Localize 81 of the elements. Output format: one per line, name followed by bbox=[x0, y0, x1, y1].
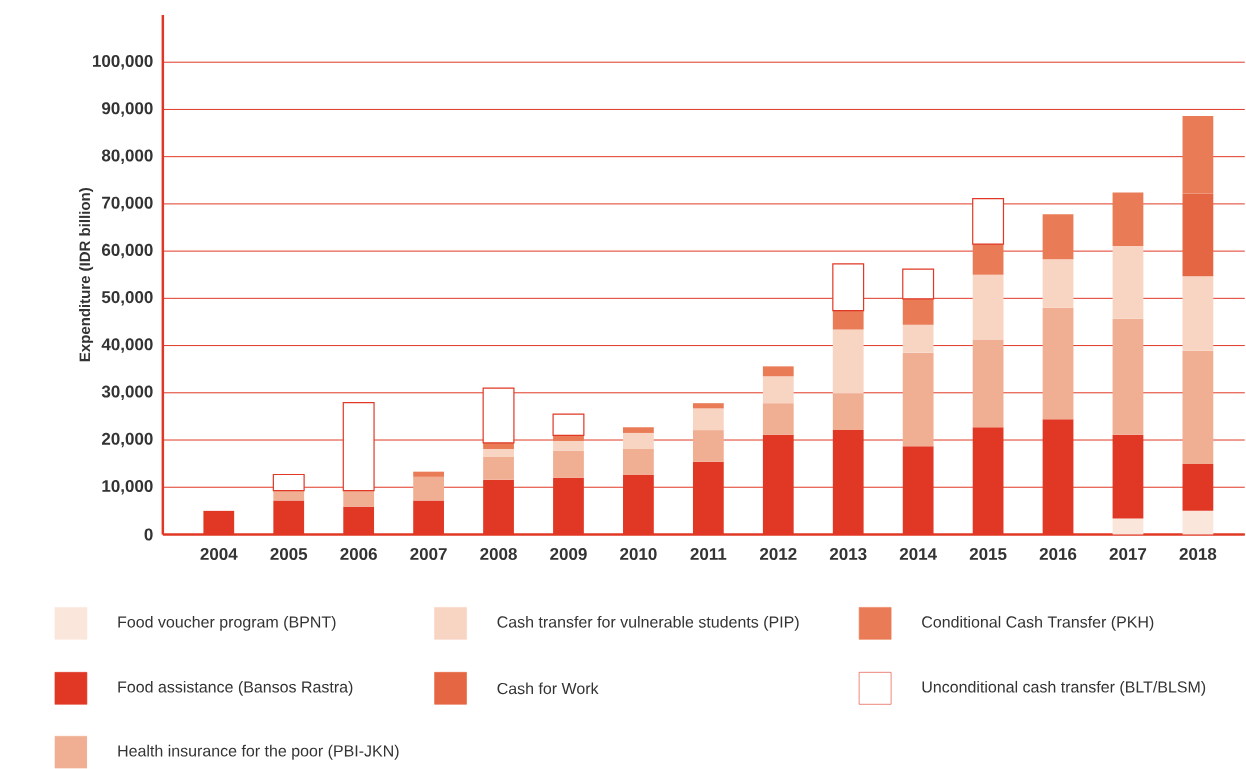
y-tick-label: 80,000 bbox=[101, 149, 153, 165]
bar bbox=[832, 263, 865, 312]
bar bbox=[762, 366, 794, 377]
bar bbox=[832, 393, 864, 431]
bar bbox=[692, 403, 724, 409]
y-tick-label: 0 bbox=[144, 528, 153, 541]
bar bbox=[623, 427, 654, 434]
bar bbox=[552, 413, 585, 437]
bar bbox=[972, 274, 1004, 340]
bar bbox=[902, 268, 935, 300]
legend-label: Food assistance (Bansos Rastra) bbox=[118, 681, 353, 696]
x-tick-label: 2018 bbox=[1179, 548, 1217, 561]
bar bbox=[483, 449, 514, 458]
x-tick-label: 2006 bbox=[340, 548, 377, 561]
bar bbox=[413, 471, 444, 478]
x-tick-label: 2012 bbox=[759, 548, 797, 561]
legend-label: Health insurance for the poor (PBI-JKN) bbox=[118, 745, 399, 760]
bar bbox=[1182, 511, 1214, 535]
y-tick-label: 70,000 bbox=[102, 196, 153, 212]
bar bbox=[1112, 518, 1144, 535]
x-tick-label: 2010 bbox=[620, 548, 657, 561]
legend-label: Unconditional cash transfer (BLT/BLSM) bbox=[922, 681, 1206, 696]
x-tick-label: 2013 bbox=[829, 548, 867, 561]
bar bbox=[1182, 276, 1214, 351]
bar bbox=[1182, 464, 1214, 512]
bar bbox=[1112, 435, 1144, 519]
legend-label: Conditional Cash Transfer (PKH) bbox=[922, 616, 1154, 632]
x-tick-label: 2016 bbox=[1039, 548, 1077, 561]
bar bbox=[1042, 259, 1074, 309]
bar bbox=[832, 310, 864, 330]
x-tick-label: 2005 bbox=[270, 548, 308, 561]
bar bbox=[902, 352, 934, 447]
bar bbox=[692, 408, 724, 431]
legend-label: Cash for Work bbox=[497, 682, 599, 695]
y-tick-label: 40,000 bbox=[101, 338, 153, 354]
bar bbox=[1182, 351, 1214, 465]
legend-label: Food voucher program (BPNT) bbox=[118, 616, 336, 632]
y-tick-label: 60,000 bbox=[102, 244, 153, 259]
bar bbox=[623, 433, 654, 450]
bar bbox=[623, 449, 654, 476]
bar bbox=[413, 477, 444, 501]
y-tick-label: 10,000 bbox=[102, 480, 153, 495]
bar bbox=[902, 299, 934, 326]
bar bbox=[832, 329, 864, 394]
bar bbox=[972, 198, 1005, 245]
bar bbox=[483, 457, 514, 480]
bar bbox=[1042, 214, 1074, 260]
y-axis-title: Expenditure (IDR billion) bbox=[79, 188, 94, 362]
x-tick-label: 2014 bbox=[899, 548, 937, 561]
bar bbox=[342, 402, 375, 492]
bar bbox=[273, 490, 305, 501]
y-tick-label: 100,000 bbox=[93, 55, 153, 70]
bar bbox=[553, 441, 584, 452]
y-tick-label: 50,000 bbox=[101, 291, 153, 306]
bar bbox=[1182, 116, 1214, 194]
x-tick-label: 2007 bbox=[410, 548, 447, 561]
bar bbox=[762, 376, 794, 404]
bar bbox=[762, 403, 794, 436]
y-tick-label: 20,000 bbox=[101, 433, 153, 448]
bar bbox=[343, 490, 375, 507]
x-tick-label: 2015 bbox=[969, 548, 1007, 561]
bar bbox=[1112, 318, 1144, 436]
x-tick-label: 2004 bbox=[200, 548, 238, 561]
x-tick-label: 2009 bbox=[550, 548, 587, 561]
bar bbox=[902, 325, 934, 353]
y-tick-label: 30,000 bbox=[101, 385, 153, 401]
bar bbox=[692, 430, 724, 462]
bar bbox=[972, 339, 1004, 428]
bar bbox=[1042, 308, 1074, 420]
bar bbox=[1182, 193, 1214, 277]
bar bbox=[272, 474, 305, 492]
x-tick-label: 2008 bbox=[480, 548, 517, 561]
y-tick-label: 90,000 bbox=[101, 102, 153, 117]
bar bbox=[1112, 246, 1144, 319]
bar bbox=[553, 451, 584, 479]
bar bbox=[972, 244, 1004, 275]
x-tick-label: 2017 bbox=[1109, 548, 1147, 561]
bar bbox=[482, 387, 515, 444]
x-tick-label: 2011 bbox=[690, 548, 727, 561]
legend-label: Cash transfer for vulnerable students (PIP) bbox=[497, 616, 799, 632]
bar bbox=[1112, 192, 1144, 247]
